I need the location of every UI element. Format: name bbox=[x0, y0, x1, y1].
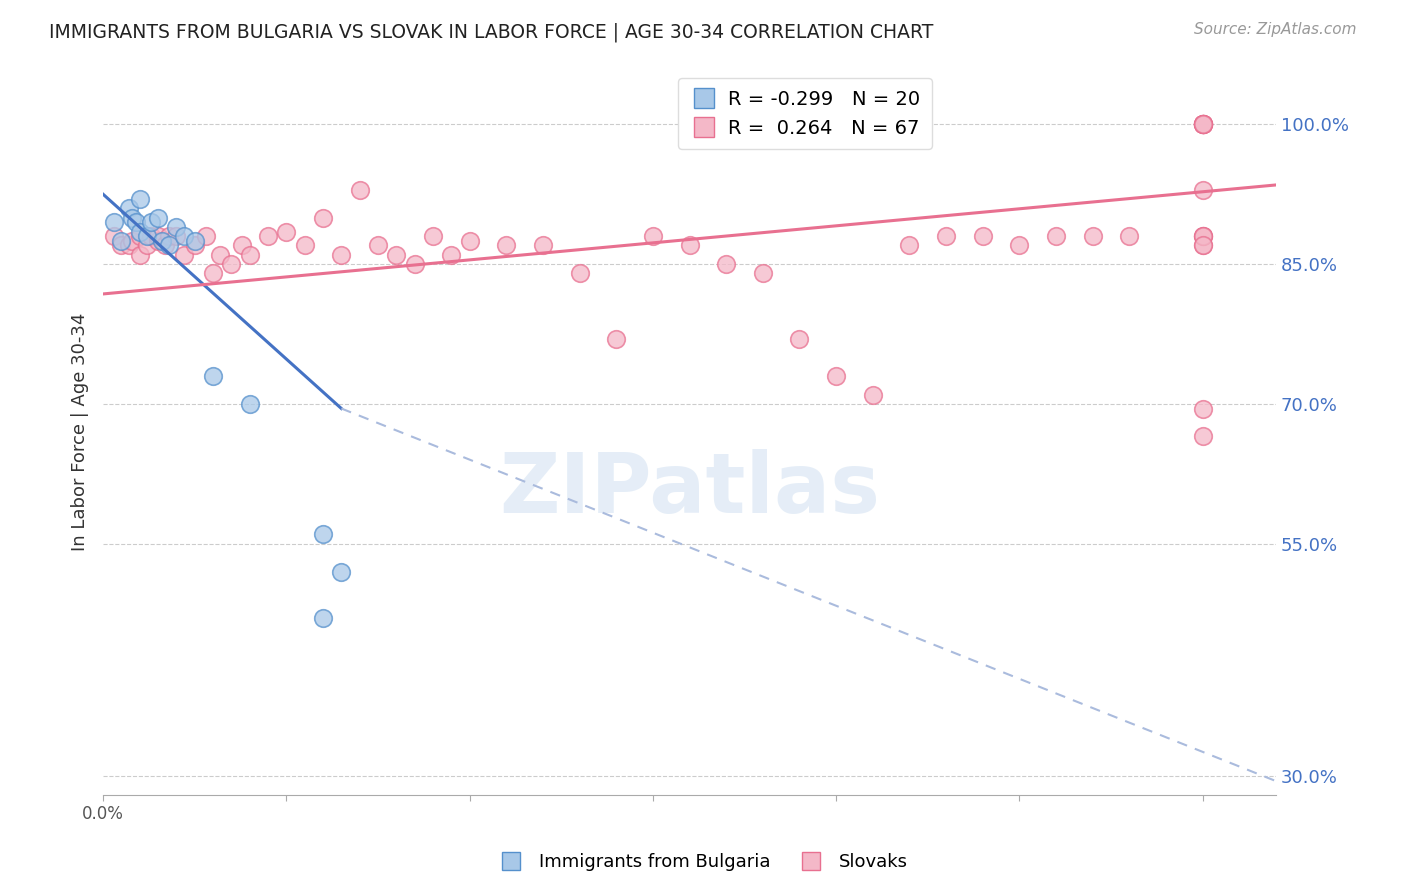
Point bbox=[202, 267, 225, 281]
Point bbox=[128, 225, 150, 239]
Point bbox=[202, 368, 225, 383]
Point bbox=[155, 238, 177, 252]
Point bbox=[312, 527, 335, 541]
Point bbox=[789, 332, 811, 346]
Point bbox=[173, 248, 195, 262]
Point bbox=[150, 234, 173, 248]
Point bbox=[330, 565, 353, 579]
Point bbox=[221, 257, 243, 271]
Point bbox=[1191, 238, 1213, 252]
Point bbox=[157, 229, 180, 244]
Point bbox=[276, 225, 298, 239]
Point bbox=[239, 248, 262, 262]
Point bbox=[1191, 229, 1213, 244]
Point bbox=[1191, 117, 1213, 131]
Point bbox=[146, 234, 169, 248]
Point bbox=[209, 248, 232, 262]
Legend: Immigrants from Bulgaria, Slovaks: Immigrants from Bulgaria, Slovaks bbox=[491, 847, 915, 879]
Point bbox=[1191, 117, 1213, 131]
Point bbox=[678, 238, 700, 252]
Point bbox=[1191, 229, 1213, 244]
Point bbox=[128, 229, 150, 244]
Point bbox=[110, 234, 132, 248]
Point bbox=[118, 201, 141, 215]
Point bbox=[1191, 183, 1213, 197]
Point bbox=[1191, 229, 1213, 244]
Point bbox=[184, 238, 207, 252]
Point bbox=[1191, 117, 1213, 131]
Point bbox=[898, 238, 921, 252]
Point bbox=[165, 229, 187, 244]
Point bbox=[103, 229, 125, 244]
Point bbox=[349, 183, 371, 197]
Point bbox=[257, 229, 280, 244]
Point bbox=[194, 229, 217, 244]
Point bbox=[312, 211, 335, 225]
Point bbox=[128, 248, 150, 262]
Legend: R = -0.299   N = 20, R =  0.264   N = 67: R = -0.299 N = 20, R = 0.264 N = 67 bbox=[678, 78, 932, 149]
Point bbox=[714, 257, 737, 271]
Point bbox=[146, 229, 169, 244]
Point bbox=[862, 387, 884, 401]
Point bbox=[125, 215, 148, 229]
Point bbox=[1118, 229, 1140, 244]
Point bbox=[422, 229, 444, 244]
Point bbox=[157, 238, 180, 252]
Point bbox=[1191, 401, 1213, 416]
Point bbox=[404, 257, 426, 271]
Point bbox=[146, 211, 169, 225]
Point bbox=[136, 238, 159, 252]
Point bbox=[294, 238, 316, 252]
Point bbox=[1045, 229, 1067, 244]
Point bbox=[128, 192, 150, 206]
Point bbox=[1191, 117, 1213, 131]
Point bbox=[103, 215, 125, 229]
Point bbox=[1191, 117, 1213, 131]
Point bbox=[568, 267, 591, 281]
Point bbox=[118, 238, 141, 252]
Point bbox=[121, 234, 143, 248]
Point bbox=[1191, 238, 1213, 252]
Point bbox=[136, 229, 159, 244]
Point bbox=[458, 234, 481, 248]
Point bbox=[367, 238, 389, 252]
Point bbox=[972, 229, 994, 244]
Point bbox=[440, 248, 463, 262]
Point bbox=[495, 238, 517, 252]
Point bbox=[173, 229, 195, 244]
Point bbox=[605, 332, 627, 346]
Y-axis label: In Labor Force | Age 30-34: In Labor Force | Age 30-34 bbox=[72, 312, 89, 551]
Text: Source: ZipAtlas.com: Source: ZipAtlas.com bbox=[1194, 22, 1357, 37]
Point bbox=[139, 229, 162, 244]
Point bbox=[641, 229, 664, 244]
Text: IMMIGRANTS FROM BULGARIA VS SLOVAK IN LABOR FORCE | AGE 30-34 CORRELATION CHART: IMMIGRANTS FROM BULGARIA VS SLOVAK IN LA… bbox=[49, 22, 934, 42]
Point bbox=[1191, 429, 1213, 443]
Point bbox=[935, 229, 957, 244]
Point bbox=[139, 215, 162, 229]
Point bbox=[165, 219, 187, 234]
Point bbox=[121, 211, 143, 225]
Point bbox=[531, 238, 554, 252]
Point bbox=[239, 397, 262, 411]
Point bbox=[1191, 117, 1213, 131]
Point bbox=[1191, 117, 1213, 131]
Point bbox=[312, 611, 335, 625]
Point bbox=[825, 368, 848, 383]
Text: ZIPatlas: ZIPatlas bbox=[499, 450, 880, 531]
Point bbox=[184, 234, 207, 248]
Point bbox=[330, 248, 353, 262]
Point bbox=[752, 267, 775, 281]
Point bbox=[1191, 117, 1213, 131]
Point bbox=[110, 238, 132, 252]
Point bbox=[1081, 229, 1104, 244]
Point bbox=[385, 248, 408, 262]
Point bbox=[231, 238, 253, 252]
Point bbox=[1008, 238, 1031, 252]
